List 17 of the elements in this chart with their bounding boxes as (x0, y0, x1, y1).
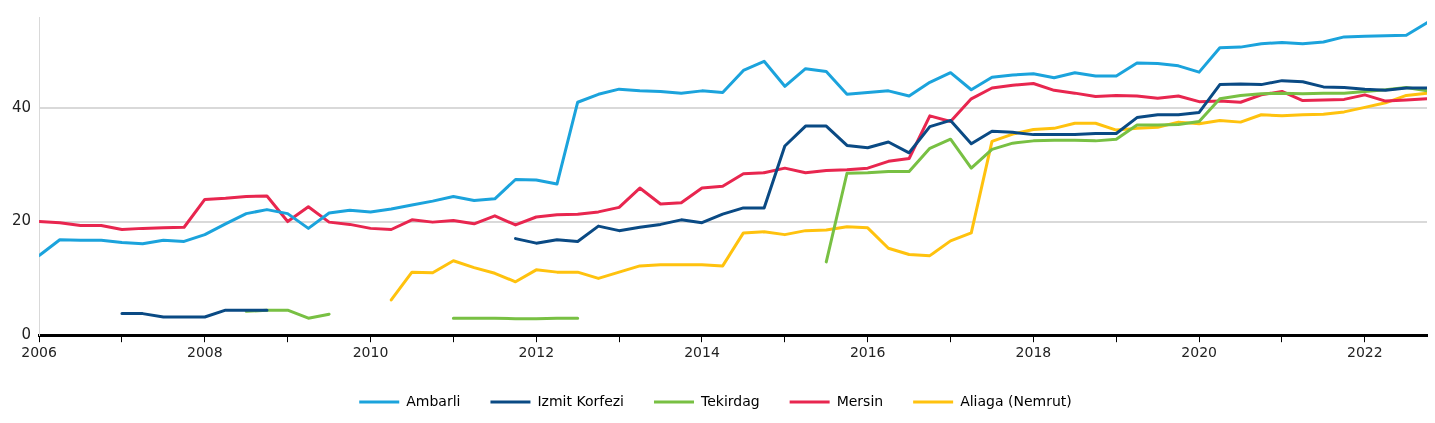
legend-label: Tekirdag (699, 392, 760, 409)
x-tick-label: 2006 (21, 344, 57, 361)
y-tick-label: 20 (11, 211, 32, 230)
x-tick-label: 2016 (849, 344, 886, 361)
y-tick-label: 0 (21, 325, 32, 344)
legend-label: Aliaga (Nemrut) (960, 392, 1072, 409)
x-tick-label: 2012 (518, 344, 555, 361)
legend-label: Ambarli (406, 392, 461, 409)
legend-label: Mersin (836, 392, 884, 409)
x-tick-label: 2020 (1181, 344, 1217, 361)
x-tick-label: 2022 (1347, 344, 1383, 361)
legend-label: Izmit Korfezi (537, 392, 624, 409)
y-tick-label: 40 (11, 97, 32, 116)
x-tick-label: 2014 (684, 344, 720, 361)
x-tick-label: 2010 (352, 344, 389, 361)
x-tick-label: 2008 (186, 344, 223, 361)
x-tick-label: 2018 (1015, 344, 1052, 361)
